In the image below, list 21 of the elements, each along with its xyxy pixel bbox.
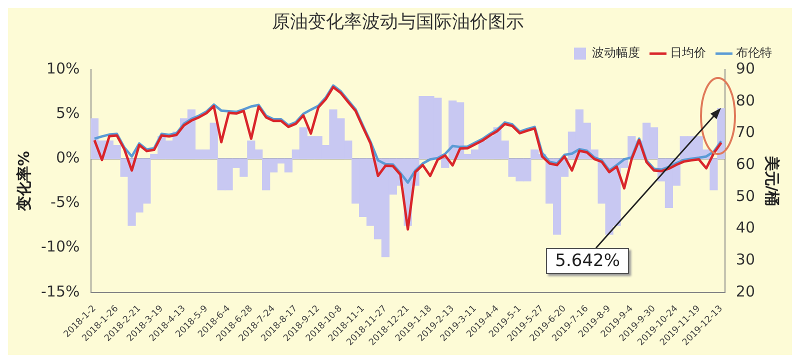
y2-tick-label: 60 [736, 154, 756, 173]
y2-axis-title: 美元/桶 [763, 154, 782, 206]
y-tick-label: -5% [50, 193, 80, 212]
legend-label: 日均价 [670, 46, 706, 60]
legend-label: 波动幅度 [592, 46, 640, 60]
legend-label: 布伦特 [736, 46, 772, 60]
y-tick-label: -15% [40, 282, 80, 300]
y2-tick-label: 50 [736, 186, 756, 205]
chart-title: 原油变化率波动与国际油价图示 [272, 11, 524, 32]
y-tick-label: 5% [56, 104, 80, 122]
y-tick-label: -10% [40, 238, 80, 256]
y-tick-label: 10% [46, 59, 80, 78]
y-tick-label: 0% [56, 148, 80, 167]
y2-tick-label: 40 [736, 218, 756, 237]
y2-tick-label: 20 [736, 282, 756, 300]
annotation: 5.642% [546, 248, 629, 274]
y2-tick-label: 80 [736, 91, 756, 110]
y-axis-title: 变化率% [14, 150, 33, 212]
y2-tick-label: 30 [736, 250, 756, 268]
y2-tick-label: 70 [736, 123, 756, 142]
y2-tick-label: 90 [736, 59, 756, 78]
